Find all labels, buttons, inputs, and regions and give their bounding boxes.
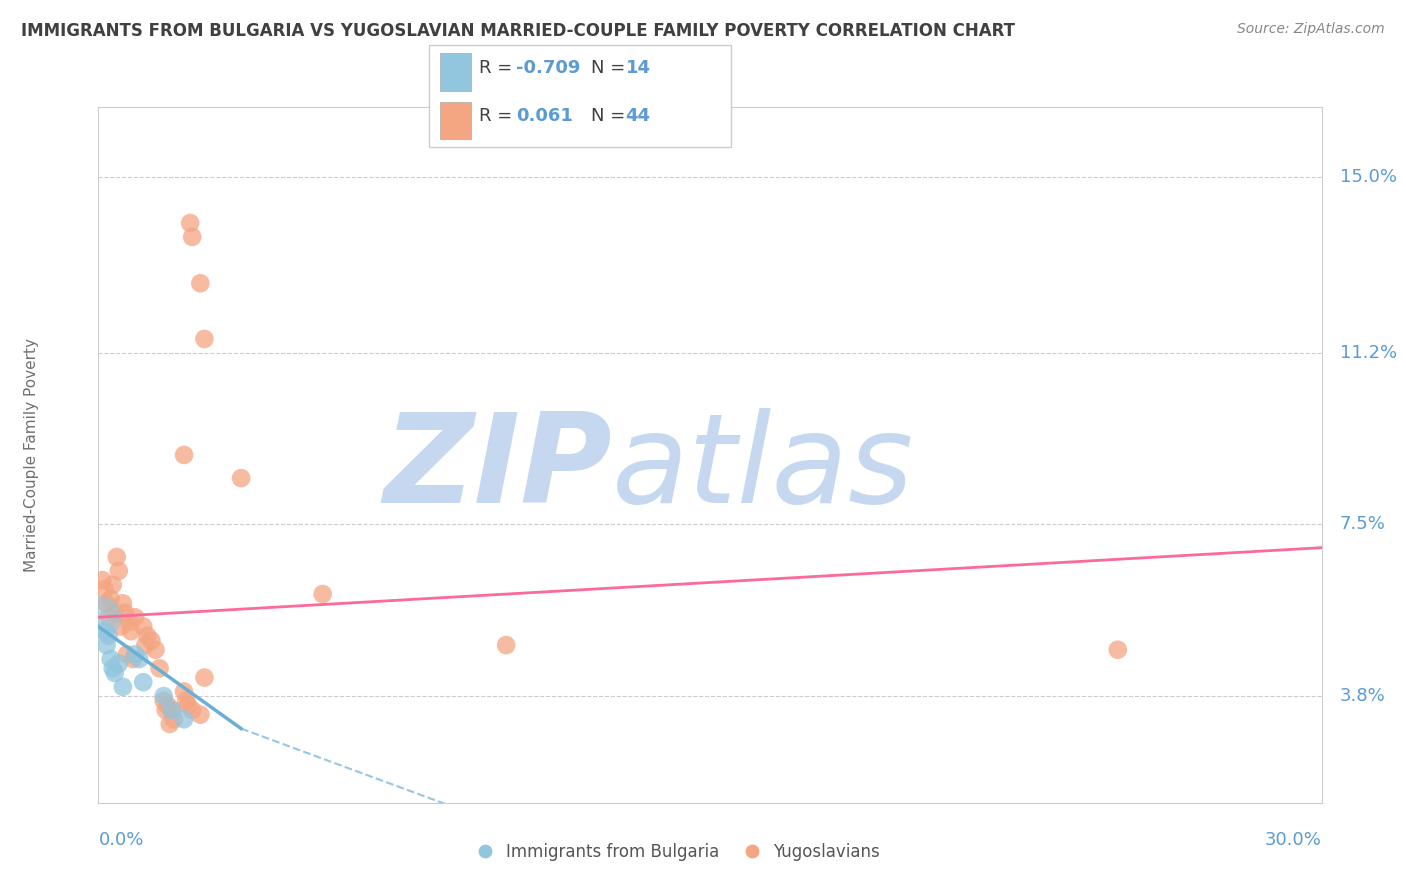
Text: 0.061: 0.061 [516,107,572,126]
Point [104,606,127,620]
Point [115,648,138,662]
Point [193,671,215,685]
Point [100,591,122,606]
Point [96,638,118,652]
Point [91,573,114,587]
Point [128,652,150,666]
Point [159,717,181,731]
Point [124,610,146,624]
Point [96,596,118,610]
Point [105,549,128,564]
Point [156,698,179,713]
Point [152,694,174,708]
Point [181,703,204,717]
Point [93,582,115,597]
Point [160,703,183,717]
Point [100,652,122,666]
Point [173,712,195,726]
Point [97,610,120,624]
Point [101,578,124,592]
Text: R =: R = [479,107,519,126]
Point [312,587,335,601]
Point [132,619,155,633]
Point [474,844,496,858]
Point [174,694,197,708]
Text: Married-Couple Family Poverty: Married-Couple Family Poverty [24,338,38,572]
Point [136,629,159,643]
Point [104,665,127,680]
Point [110,619,132,633]
Text: ZIP: ZIP [384,409,612,529]
Text: Source: ZipAtlas.com: Source: ZipAtlas.com [1237,22,1385,37]
Point [122,652,145,666]
Point [89,610,111,624]
Text: 44: 44 [626,107,651,126]
Point [181,230,204,244]
Point [124,648,146,662]
Point [101,661,124,675]
Text: Yugoslavians: Yugoslavians [773,843,880,861]
Text: N =: N = [591,59,630,78]
Text: 30.0%: 30.0% [1265,830,1322,848]
Point [160,703,183,717]
Point [155,703,177,717]
Text: 15.0%: 15.0% [1340,168,1398,186]
Point [108,564,131,578]
Text: atlas: atlas [612,409,914,529]
Point [134,638,156,652]
Point [188,277,212,291]
Text: 14: 14 [626,59,651,78]
Point [1107,642,1129,657]
Text: N =: N = [591,107,630,126]
Point [193,332,215,346]
Point [741,844,763,858]
Point [188,707,212,722]
Point [118,615,141,629]
Text: Immigrants from Bulgaria: Immigrants from Bulgaria [506,843,720,861]
Point [149,661,172,675]
Text: -0.709: -0.709 [516,59,581,78]
Point [495,638,517,652]
Text: 7.5%: 7.5% [1340,516,1386,533]
Text: 11.2%: 11.2% [1340,344,1398,362]
Point [114,606,136,620]
Point [152,689,174,703]
Point [111,680,134,694]
Point [132,675,155,690]
Point [179,216,201,230]
Text: 3.8%: 3.8% [1340,687,1386,705]
Point [93,624,115,639]
Point [231,471,253,485]
Point [145,642,167,657]
Point [163,712,186,726]
Text: R =: R = [479,59,519,78]
Point [97,629,120,643]
Text: 0.0%: 0.0% [98,830,143,848]
Point [111,596,134,610]
Point [173,684,195,698]
Point [120,624,142,639]
Point [177,698,200,713]
Point [108,657,131,671]
Point [141,633,163,648]
Text: IMMIGRANTS FROM BULGARIA VS YUGOSLAVIAN MARRIED-COUPLE FAMILY POVERTY CORRELATIO: IMMIGRANTS FROM BULGARIA VS YUGOSLAVIAN … [21,22,1015,40]
Point [173,448,195,462]
